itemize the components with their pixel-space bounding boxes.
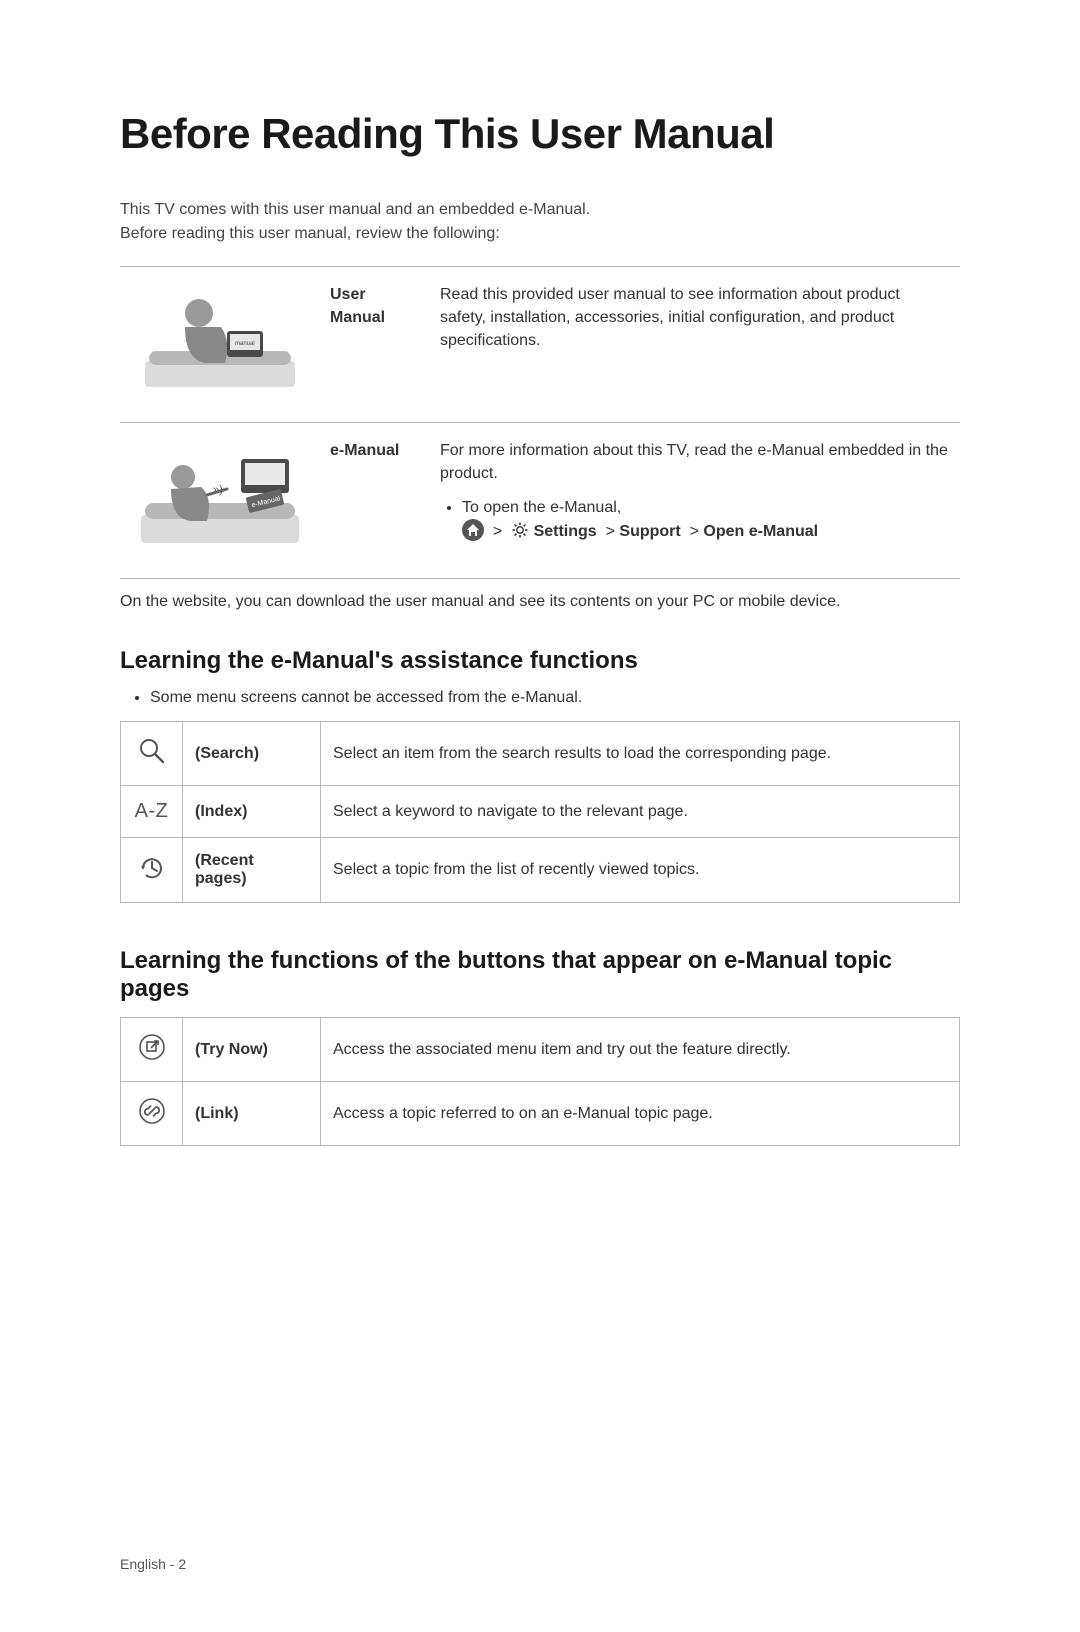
path-support: Support bbox=[619, 523, 680, 540]
person-reading-manual-icon: manual bbox=[135, 281, 305, 401]
index-icon: A-Z bbox=[121, 786, 183, 838]
e-manual-label: e-Manual bbox=[320, 423, 430, 579]
user-manual-desc: Read this provided user manual to see in… bbox=[430, 267, 960, 423]
search-name: (Search) bbox=[183, 722, 321, 786]
topic-buttons-table: (Try Now) Access the associated menu ite… bbox=[120, 1017, 960, 1146]
person-watching-tv-icon: ») e-Manual bbox=[135, 437, 305, 557]
assistance-note-list: Some menu screens cannot be accessed fro… bbox=[150, 689, 960, 707]
manual-comparison-table: manual User Manual Read this provided us… bbox=[120, 266, 960, 579]
table-row: manual User Manual Read this provided us… bbox=[120, 267, 960, 423]
section-buttons-heading: Learning the functions of the buttons th… bbox=[120, 947, 960, 1003]
page-footer: English - 2 bbox=[120, 1556, 960, 1572]
e-manual-desc: For more information about this TV, read… bbox=[430, 423, 960, 579]
svg-text:»): ») bbox=[213, 484, 223, 496]
recent-desc: Select a topic from the list of recently… bbox=[321, 838, 960, 903]
intro-line-2: Before reading this user manual, review … bbox=[120, 222, 960, 246]
table-row: (Try Now) Access the associated menu ite… bbox=[121, 1018, 960, 1082]
table-row: A-Z (Index) Select a keyword to navigate… bbox=[121, 786, 960, 838]
home-icon bbox=[462, 519, 484, 541]
try-now-desc: Access the associated menu item and try … bbox=[321, 1018, 960, 1082]
e-manual-open-instruction: To open the e-Manual, > Settings > Suppo… bbox=[462, 496, 950, 546]
assistance-functions-table: (Search) Select an item from the search … bbox=[120, 721, 960, 903]
try-now-icon bbox=[121, 1018, 183, 1082]
link-desc: Access a topic referred to on an e-Manua… bbox=[321, 1082, 960, 1146]
section-assistance-heading: Learning the e-Manual's assistance funct… bbox=[120, 647, 960, 675]
table-row: (Search) Select an item from the search … bbox=[121, 722, 960, 786]
index-name: (Index) bbox=[183, 786, 321, 838]
link-name: (Link) bbox=[183, 1082, 321, 1146]
table-row: ») e-Manual e-Manual For more informatio… bbox=[120, 423, 960, 579]
path-open-emanual: Open e-Manual bbox=[703, 523, 818, 540]
intro-block: This TV comes with this user manual and … bbox=[120, 198, 960, 246]
intro-line-1: This TV comes with this user manual and … bbox=[120, 198, 960, 222]
table-row: (Recent pages) Select a topic from the l… bbox=[121, 838, 960, 903]
assistance-note: Some menu screens cannot be accessed fro… bbox=[150, 689, 960, 707]
index-desc: Select a keyword to navigate to the rele… bbox=[321, 786, 960, 838]
search-icon bbox=[121, 722, 183, 786]
user-manual-illustration: manual bbox=[120, 267, 320, 423]
website-download-note: On the website, you can download the use… bbox=[120, 593, 960, 611]
path-settings: Settings bbox=[534, 523, 597, 540]
try-now-name: (Try Now) bbox=[183, 1018, 321, 1082]
user-manual-label: User Manual bbox=[320, 267, 430, 423]
bullet-lead-text: To open the e-Manual, bbox=[462, 499, 621, 516]
e-manual-desc-line1: For more information about this TV, read… bbox=[440, 442, 948, 482]
e-manual-illustration: ») e-Manual bbox=[120, 423, 320, 579]
search-desc: Select an item from the search results t… bbox=[321, 722, 960, 786]
page-title: Before Reading This User Manual bbox=[120, 110, 960, 158]
link-icon bbox=[121, 1082, 183, 1146]
table-row: (Link) Access a topic referred to on an … bbox=[121, 1082, 960, 1146]
svg-text:manual: manual bbox=[235, 341, 255, 347]
gear-icon bbox=[511, 521, 529, 546]
recent-name: (Recent pages) bbox=[183, 838, 321, 903]
recent-icon bbox=[121, 838, 183, 903]
